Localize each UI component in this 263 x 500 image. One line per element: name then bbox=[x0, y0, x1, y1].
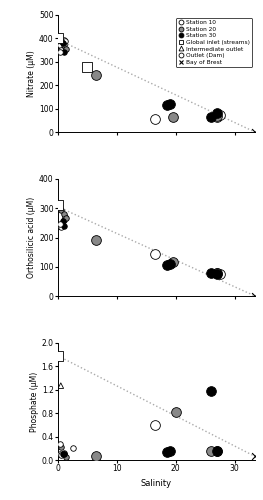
Point bbox=[94, 452, 98, 460]
Point bbox=[174, 408, 178, 416]
Point bbox=[165, 262, 169, 270]
Point bbox=[58, 48, 62, 56]
Point bbox=[218, 110, 222, 118]
Point bbox=[62, 36, 66, 44]
Point bbox=[215, 268, 219, 276]
Point bbox=[58, 450, 62, 458]
Point bbox=[59, 37, 63, 45]
Point bbox=[58, 440, 62, 448]
Point bbox=[168, 100, 172, 108]
Point bbox=[58, 222, 62, 230]
Y-axis label: Phosphate (μM): Phosphate (μM) bbox=[30, 372, 39, 432]
Point bbox=[60, 39, 65, 47]
Point bbox=[59, 382, 63, 390]
Point bbox=[215, 112, 219, 120]
Point bbox=[63, 37, 67, 45]
Point bbox=[63, 214, 68, 222]
Point bbox=[94, 70, 98, 78]
Point bbox=[153, 250, 157, 258]
Point bbox=[215, 270, 219, 278]
Point bbox=[70, 444, 75, 452]
Point bbox=[209, 268, 213, 276]
Point bbox=[62, 216, 66, 224]
Point bbox=[215, 447, 219, 455]
Point bbox=[165, 448, 169, 456]
Y-axis label: Orthosilicic acid (μM): Orthosilicic acid (μM) bbox=[27, 197, 36, 278]
Y-axis label: Nitrate (μM): Nitrate (μM) bbox=[27, 50, 36, 97]
Point bbox=[209, 447, 213, 455]
Point bbox=[63, 213, 67, 221]
X-axis label: Salinity: Salinity bbox=[141, 478, 172, 488]
Point bbox=[62, 450, 67, 458]
Point bbox=[62, 449, 66, 457]
Point bbox=[209, 387, 213, 395]
Point bbox=[60, 218, 65, 226]
Point bbox=[253, 128, 257, 136]
Point bbox=[85, 62, 89, 70]
Point bbox=[60, 450, 65, 458]
Point bbox=[59, 443, 63, 451]
Point bbox=[153, 421, 157, 429]
Point bbox=[253, 292, 257, 300]
Point bbox=[56, 202, 60, 209]
Point bbox=[171, 258, 175, 266]
Point bbox=[58, 220, 62, 228]
Point bbox=[209, 113, 213, 121]
Point bbox=[62, 48, 67, 56]
Point bbox=[153, 115, 157, 123]
Point bbox=[253, 452, 257, 460]
Point bbox=[168, 260, 172, 268]
Point bbox=[215, 268, 219, 276]
Point bbox=[168, 446, 172, 454]
Point bbox=[94, 236, 98, 244]
Point bbox=[56, 352, 60, 360]
Point bbox=[215, 446, 219, 454]
Point bbox=[63, 453, 68, 461]
Point bbox=[215, 110, 219, 118]
Point bbox=[215, 113, 219, 121]
Point bbox=[63, 45, 68, 53]
Point bbox=[59, 206, 63, 214]
Point bbox=[59, 224, 63, 232]
Point bbox=[62, 42, 66, 50]
Point bbox=[62, 222, 67, 230]
Point bbox=[171, 113, 175, 121]
Point bbox=[56, 34, 60, 42]
Point bbox=[62, 210, 66, 218]
Point bbox=[62, 450, 66, 458]
Point bbox=[59, 452, 63, 460]
Point bbox=[58, 42, 62, 50]
Point bbox=[59, 46, 63, 54]
Point bbox=[165, 101, 169, 109]
Point bbox=[218, 270, 222, 278]
Legend: Station 10, Station 20, Station 30, Global inlet (streams), Intermediate outlet,: Station 10, Station 20, Station 30, Glob… bbox=[176, 18, 252, 67]
